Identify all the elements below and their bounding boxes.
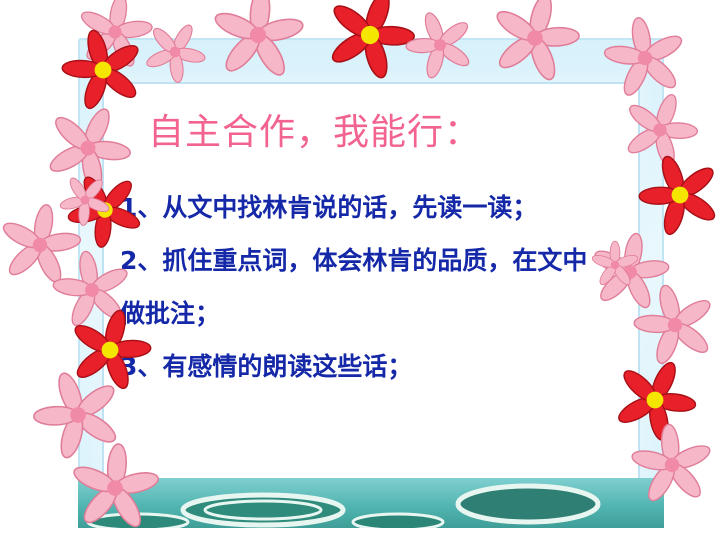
list-item: 2、抓住重点词，体会林肯的品质，在文中做批注； [120, 246, 588, 328]
list-item: 1、从文中找林肯说的话，先读一读； [120, 193, 538, 222]
list-item: 3、有感情的朗读这些话； [120, 352, 413, 381]
task-list: 1、从文中找林肯说的话，先读一读； 2、抓住重点词，体会林肯的品质，在文中做批注… [120, 181, 598, 393]
lily-pad-icon [86, 483, 601, 532]
content-panel [104, 84, 638, 478]
flower-icon [0, 196, 89, 291]
slide-title: 自主合作，我能行： [148, 112, 482, 153]
pond-strip [78, 478, 664, 532]
